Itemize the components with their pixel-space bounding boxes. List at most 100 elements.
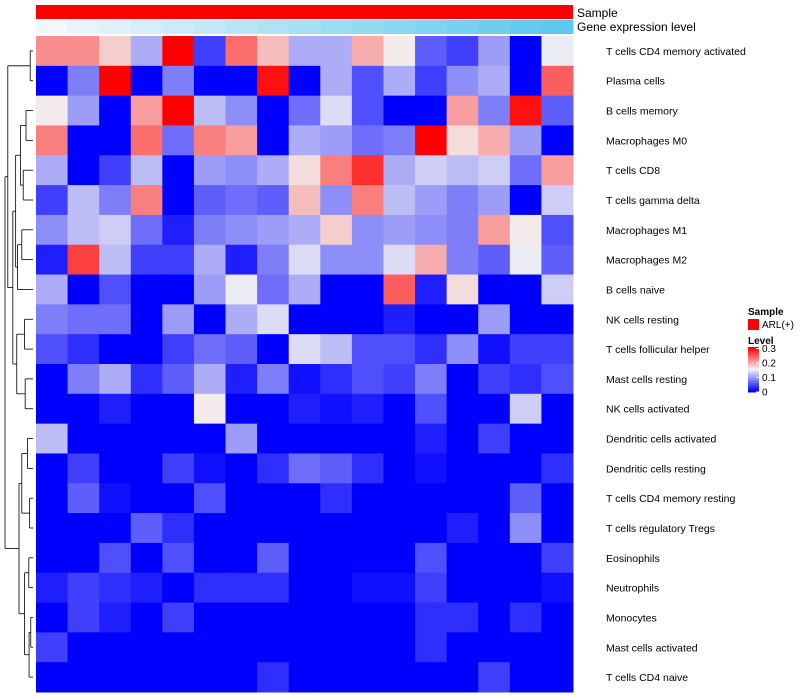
heatmap-cell <box>509 423 542 454</box>
heatmap-cell <box>288 36 321 67</box>
heatmap-cell <box>509 513 542 544</box>
heatmap-cell <box>541 214 574 246</box>
heatmap-cell <box>67 542 100 574</box>
heatmap-cell <box>415 423 448 454</box>
colorbar-segment <box>748 378 759 381</box>
heatmap-cell <box>415 95 448 126</box>
row-label: NK cells activated <box>606 404 690 416</box>
heatmap-cell <box>446 125 479 156</box>
heatmap-cell <box>36 602 69 633</box>
row-label: Neutrophils <box>606 583 659 595</box>
heatmap-cell <box>383 334 416 365</box>
heatmap-cell <box>288 423 321 454</box>
row-dendrogram <box>4 50 33 678</box>
heatmap-cell <box>225 453 258 484</box>
heatmap-cell <box>351 304 384 335</box>
heatmap-cell <box>478 155 511 186</box>
heatmap-cell <box>509 244 542 276</box>
colorbar-segment <box>748 383 759 385</box>
heatmap-cell <box>225 602 258 633</box>
heatmap-cell <box>541 334 574 365</box>
colorbar-segment <box>748 374 759 376</box>
heatmap-cell <box>130 65 163 97</box>
heatmap-cell <box>67 334 100 365</box>
heatmap-cell <box>67 95 100 126</box>
heatmap-cell <box>351 244 384 276</box>
heatmap-cell <box>509 632 542 663</box>
heatmap-cell <box>320 513 353 544</box>
heatmap-cell <box>99 542 132 574</box>
heatmap-cell <box>193 304 227 335</box>
heatmap-cell <box>162 483 195 514</box>
heatmap-cell <box>99 36 132 67</box>
gene-expression-cell <box>162 20 195 34</box>
heatmap-cell <box>99 274 132 305</box>
heatmap-cell <box>541 244 574 276</box>
heatmap-cell <box>288 304 321 335</box>
colorbar-segment <box>748 347 759 349</box>
heatmap-cell <box>478 304 511 335</box>
heatmap-cell <box>130 453 163 484</box>
heatmap-cell <box>36 632 69 663</box>
heatmap-cell <box>383 483 416 514</box>
heatmap-cell <box>99 244 132 276</box>
heatmap-cell <box>541 423 574 454</box>
heatmap-cell <box>36 364 69 395</box>
heatmap-cell <box>225 483 258 514</box>
heatmap-cell <box>383 423 416 454</box>
gene-expression-annotation-label: Gene expression level <box>577 20 696 34</box>
heatmap-cell <box>415 393 448 425</box>
heatmap-cell <box>383 185 416 216</box>
heatmap-cell <box>541 95 574 126</box>
legend-level-colorbar <box>748 347 759 393</box>
heatmap-cell <box>99 65 132 97</box>
heatmap-cell <box>288 542 321 574</box>
heatmap-cell <box>541 632 574 663</box>
heatmap-cell <box>36 483 69 514</box>
heatmap-cell <box>415 662 448 693</box>
heatmap-cell <box>36 513 69 544</box>
gene-expression-cell <box>541 20 574 34</box>
heatmap-cell <box>36 65 69 97</box>
heatmap-cell <box>225 244 258 276</box>
colorbar-segment <box>748 377 759 379</box>
heatmap-cell <box>288 155 321 186</box>
heatmap-cell <box>67 572 100 604</box>
heatmap-cell <box>288 602 321 633</box>
heatmap-cell <box>351 274 384 305</box>
legend-sample-title: Sample <box>748 307 784 318</box>
colorbar-segment <box>748 386 759 388</box>
heatmap-cell <box>130 602 163 633</box>
colorbar-segment <box>748 356 759 358</box>
heatmap-cell <box>351 632 384 663</box>
heatmap-cell <box>446 632 479 663</box>
legend-level-title: Level <box>748 336 774 347</box>
heatmap-cell <box>383 632 416 663</box>
heatmap-cell <box>225 513 258 544</box>
heatmap-cell <box>193 155 227 186</box>
heatmap-cell <box>320 214 353 246</box>
heatmap-cell <box>36 36 69 67</box>
row-label: T cells CD4 memory resting <box>606 493 735 505</box>
heatmap-cell <box>67 65 100 97</box>
heatmap-cell <box>36 185 69 216</box>
colorbar-segment <box>748 365 759 367</box>
heatmap-cell <box>351 662 384 693</box>
heatmap-cell <box>541 65 574 97</box>
gene-expression-cell <box>415 20 448 34</box>
heatmap-cell <box>415 185 448 216</box>
heatmap-cell <box>383 393 416 425</box>
row-label: T cells CD4 memory activated <box>606 46 746 58</box>
heatmap-cell <box>415 513 448 544</box>
heatmap-cell <box>446 393 479 425</box>
heatmap-cell <box>351 95 384 126</box>
heatmap-cell <box>130 632 163 663</box>
heatmap-cell <box>446 334 479 365</box>
heatmap-cell <box>67 274 100 305</box>
heatmap-cell <box>415 572 448 604</box>
heatmap-cell <box>351 36 384 67</box>
heatmap-cell <box>225 632 258 663</box>
heatmap-cell <box>36 304 69 335</box>
gene-expression-cell <box>67 20 100 34</box>
